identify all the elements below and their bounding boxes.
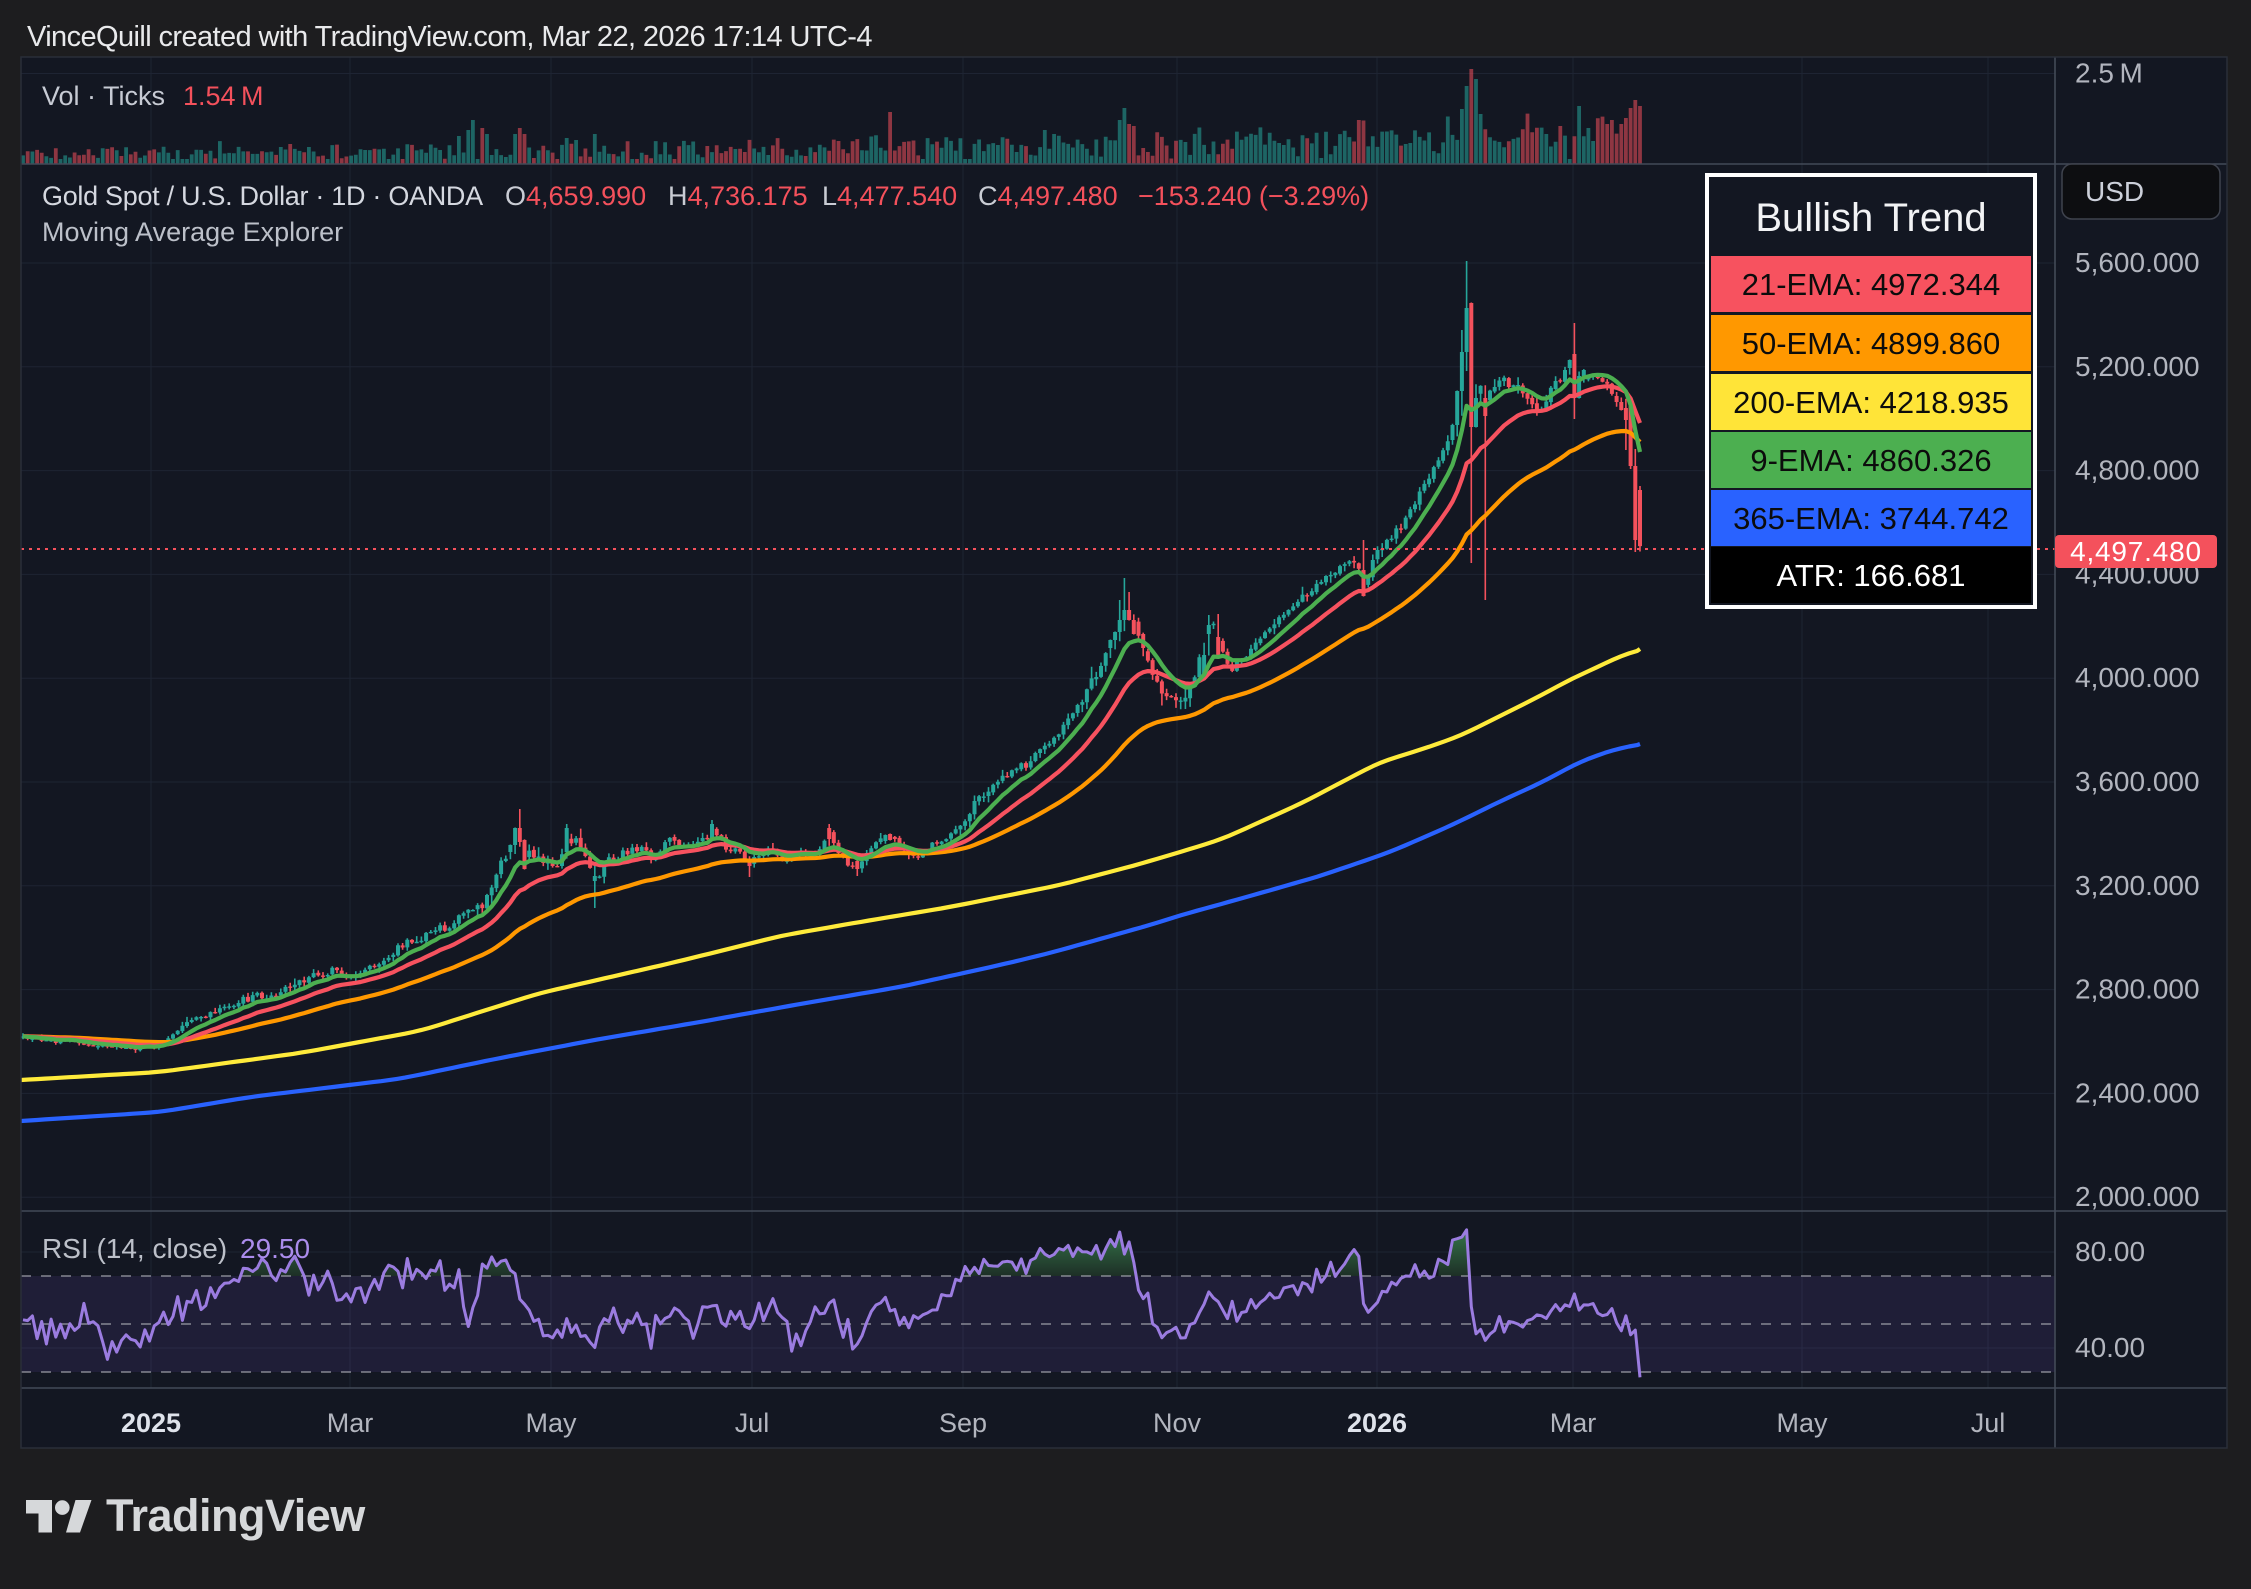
svg-text:4,497.480: 4,497.480: [2070, 536, 2202, 567]
svg-text:H4,736.175: H4,736.175: [668, 181, 808, 211]
svg-text:ATR: 166.681: ATR: 166.681: [1777, 558, 1966, 593]
svg-text:May: May: [1776, 1408, 1828, 1438]
svg-text:2025: 2025: [121, 1408, 181, 1438]
svg-text:21-EMA: 4972.344: 21-EMA: 4972.344: [1742, 267, 2001, 302]
svg-text:−153.240 (−3.29%): −153.240 (−3.29%): [1138, 181, 1369, 211]
svg-text:9-EMA: 4860.326: 9-EMA: 4860.326: [1750, 443, 1991, 478]
svg-text:80.00: 80.00: [2075, 1236, 2145, 1267]
svg-text:2.5 M: 2.5 M: [2075, 58, 2143, 89]
svg-text:3,600.000: 3,600.000: [2075, 766, 2200, 797]
svg-text:1.54 M: 1.54 M: [183, 81, 263, 111]
svg-text:C4,497.480: C4,497.480: [978, 181, 1118, 211]
svg-text:2,800.000: 2,800.000: [2075, 974, 2200, 1005]
svg-text:Jul: Jul: [735, 1408, 770, 1438]
svg-text:5,600.000: 5,600.000: [2075, 247, 2200, 278]
svg-text:VinceQuill created with Tradin: VinceQuill created with TradingView.com,…: [27, 21, 872, 53]
svg-text:USD: USD: [2085, 176, 2144, 207]
svg-text:RSI (14, close): RSI (14, close): [42, 1233, 227, 1264]
svg-text:Bullish Trend: Bullish Trend: [1755, 196, 1986, 240]
svg-text:Gold Spot / U.S. Dollar · 1D ·: Gold Spot / U.S. Dollar · 1D · OANDA: [42, 181, 483, 211]
svg-text:2026: 2026: [1347, 1408, 1407, 1438]
svg-text:4,800.000: 4,800.000: [2075, 455, 2200, 486]
svg-text:Mar: Mar: [327, 1408, 374, 1438]
svg-text:2,000.000: 2,000.000: [2075, 1181, 2200, 1212]
svg-text:365-EMA: 3744.742: 365-EMA: 3744.742: [1733, 501, 2009, 536]
svg-text:May: May: [525, 1408, 577, 1438]
svg-text:Vol · Ticks: Vol · Ticks: [42, 81, 165, 111]
svg-text:2,400.000: 2,400.000: [2075, 1077, 2200, 1108]
svg-text:200-EMA: 4218.935: 200-EMA: 4218.935: [1733, 385, 2009, 420]
svg-text:Jul: Jul: [1971, 1408, 2006, 1438]
svg-text:L4,477.540: L4,477.540: [822, 181, 957, 211]
svg-text:5,200.000: 5,200.000: [2075, 351, 2200, 382]
svg-text:Mar: Mar: [1550, 1408, 1597, 1438]
svg-text:Sep: Sep: [939, 1408, 987, 1438]
svg-text:4,000.000: 4,000.000: [2075, 662, 2200, 693]
svg-text:Nov: Nov: [1153, 1408, 1202, 1438]
svg-text:40.00: 40.00: [2075, 1332, 2145, 1363]
svg-text:O4,659.990: O4,659.990: [505, 181, 646, 211]
svg-text:Moving Average Explorer: Moving Average Explorer: [42, 217, 343, 247]
svg-text:29.50: 29.50: [240, 1233, 310, 1264]
svg-text:50-EMA: 4899.860: 50-EMA: 4899.860: [1742, 326, 2001, 361]
svg-text:3,200.000: 3,200.000: [2075, 870, 2200, 901]
svg-text:TradingView: TradingView: [106, 1490, 366, 1541]
